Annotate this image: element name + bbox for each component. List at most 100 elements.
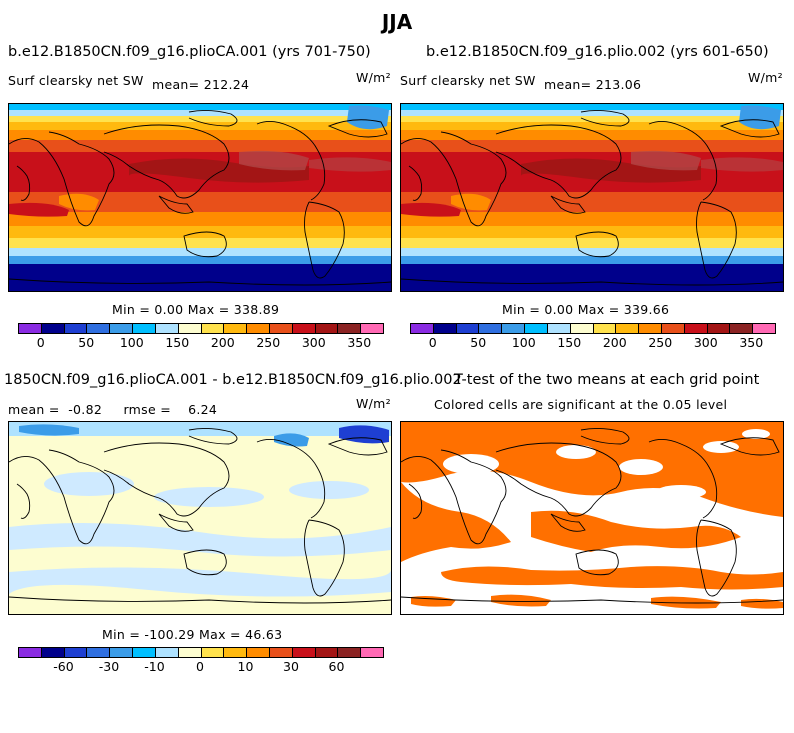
colorbar-tick-label: -30 [98,659,120,674]
coastline [183,549,227,576]
panel1-title: b.e12.B1850CN.f09_g16.plioCA.001 (yrs 70… [8,44,371,60]
colorbar-swatch [201,648,225,657]
field-band [9,238,391,248]
coastline [158,195,194,214]
colorbar-tick-label: 200 [210,335,235,350]
colorbar-swatch [19,648,42,657]
colorbar-swatch [269,324,293,333]
panel2-variable-label: Surf clearsky net SW [400,73,536,88]
panel1-map [8,103,392,292]
colorbar-tick-label: 0 [36,335,45,350]
colorbar-swatch [525,324,548,333]
panel3-colorbar [18,647,384,658]
coastline [304,519,345,597]
colorbar-swatch [479,324,503,333]
field-band [9,116,391,122]
colorbar-tick-label: 200 [602,335,627,350]
field-band [401,130,783,140]
field-band [401,212,783,226]
coastline [183,231,227,258]
colorbar-swatch [292,648,316,657]
field-band [401,256,783,264]
colorbar-tick-label: 10 [237,659,254,674]
colorbar-swatch [502,324,526,333]
colorbar-swatch [64,648,88,657]
colorbar-tick-label: 350 [739,335,764,350]
colorbar-swatch [110,648,134,657]
panel2-minmax: Min = 0.00 Max = 339.66 [502,302,670,317]
coastline [401,278,783,286]
panel2-map [400,103,784,292]
coastline [550,195,586,214]
panel4-map-canvas [401,422,783,614]
colorbar-swatch [269,648,293,657]
colorbar-swatch [593,324,617,333]
coastline [575,231,619,258]
colorbar-swatch [19,324,42,333]
field-band [9,104,391,110]
panel1-map-canvas [9,104,391,291]
field-band [401,122,783,130]
insignificant-holes [443,429,770,503]
colorbar-swatch [570,324,594,333]
field-band [9,212,391,226]
significance-cells [401,422,783,609]
field-feature [309,157,391,172]
field-feature [9,202,69,217]
colorbar-swatch [41,324,65,333]
colorbar-swatch [292,324,316,333]
field-feature [401,202,461,217]
panel3-stats: mean = -0.82 rmse = 6.24 [8,402,218,417]
colorbar-tick-label: 300 [301,335,326,350]
colorbar-swatch [224,324,248,333]
colorbar-swatch [201,324,225,333]
colorbar-swatch [433,324,457,333]
panel4-map [400,421,784,615]
field-band [401,248,783,256]
coastline [719,119,780,138]
coastline [648,439,718,519]
coastline [580,109,630,127]
coastline [304,201,345,279]
colorbar-swatch [315,648,339,657]
colorbar-tick-label: 0 [196,659,204,674]
coastline [9,449,115,545]
panel1-units: W/m² [356,70,391,85]
field-band [9,256,391,264]
field-feature [451,193,491,211]
colorbar-tick-label: -60 [53,659,74,674]
colorbar-swatch [110,324,134,333]
colorbar-swatch [753,324,775,333]
field-band [401,116,783,122]
field-feature [739,105,781,130]
coastline [256,439,326,519]
colorbar-swatch [338,324,362,333]
panel2-mean: mean= 213.06 [544,77,642,92]
panel3-map [8,421,392,615]
panel1-colorbar [18,323,384,334]
panel3-units: W/m² [356,396,391,411]
panel1-mean: mean= 212.24 [152,77,250,92]
coastline [9,278,391,286]
colorbar-tick-label: 350 [347,335,372,350]
coastline [9,131,115,227]
colorbar-swatch [361,648,383,657]
colorbar-swatch [178,324,202,333]
colorbar-tick-label: 300 [693,335,718,350]
colorbar-swatch [155,648,179,657]
field-band [9,192,391,212]
colorbar-swatch [338,648,362,657]
coastline [103,442,230,517]
colorbar-tick-label: 100 [511,335,536,350]
coastline [327,119,388,138]
colorbar-swatch [247,324,270,333]
colorbar-swatch [224,648,248,657]
coastline [327,437,388,456]
coastline [495,442,622,517]
colorbar-swatch [707,324,731,333]
coastline [9,596,391,604]
coastline [401,596,783,604]
panel3-title: 1850CN.f09_g16.plioCA.001 - b.e12.B1850C… [4,372,462,388]
colorbar-swatch [178,648,202,657]
field-band [9,264,391,291]
